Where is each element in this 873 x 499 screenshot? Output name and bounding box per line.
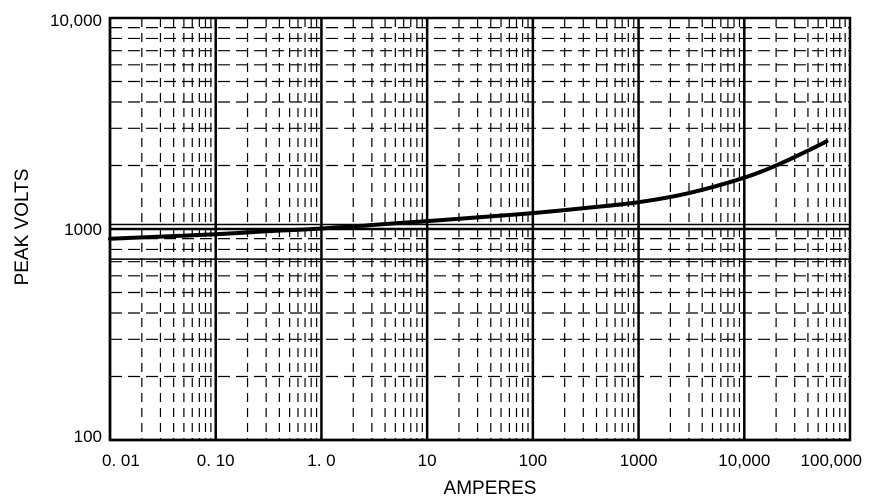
- x-tick-labels: 0. 01 0. 10 1. 0 10 100 1000 10,000 100,000: [102, 451, 862, 470]
- x-tick-label: 10: [418, 451, 437, 470]
- x-tick-label: 1. 0: [307, 451, 335, 470]
- y-tick-label: 10,000: [50, 11, 102, 30]
- series-layer: [108, 139, 829, 241]
- y-tick-label: 100: [74, 427, 102, 446]
- y-tick-label: 1000: [64, 220, 102, 239]
- reference-lines: [110, 223, 850, 260]
- x-tick-label: 100,000: [801, 451, 862, 470]
- x-tick-label: 0. 10: [197, 451, 235, 470]
- grid: [108, 18, 850, 442]
- x-tick-label: 1000: [620, 451, 658, 470]
- x-tick-label: 0. 01: [102, 451, 140, 470]
- plot-frame: [108, 16, 852, 442]
- y-axis-label: PEAK VOLTS: [12, 169, 33, 286]
- x-tick-label: 10,000: [718, 451, 770, 470]
- x-axis-label: AMPERES: [444, 478, 537, 499]
- x-tick-label: 100: [519, 451, 547, 470]
- y-tick-labels: 100 1000 10,000: [50, 11, 102, 446]
- series-line: [108, 139, 829, 241]
